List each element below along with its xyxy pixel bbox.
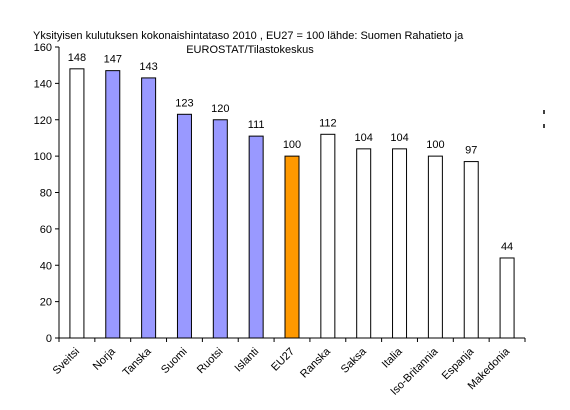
y-tick-label: 80 <box>40 188 52 200</box>
category-label: Saksa <box>339 345 370 376</box>
category-label: Sveitsi <box>51 346 82 377</box>
category-label: Ruotsi <box>195 346 226 377</box>
bar <box>463 161 479 339</box>
bar <box>284 155 300 339</box>
y-tick-label: 160 <box>34 42 52 54</box>
y-tick-label: 100 <box>34 151 52 163</box>
x-axis: Sveitsi Norja Tanska Suomi Ruotsi Islanti EU27… <box>51 337 526 398</box>
bar <box>499 257 515 339</box>
data-label: 123 <box>175 97 193 109</box>
y-tick-label: 0 <box>46 333 52 345</box>
data-label: 100 <box>426 139 444 151</box>
data-label: 143 <box>139 61 157 73</box>
bars <box>69 68 515 339</box>
bar <box>427 155 443 339</box>
data-label: 104 <box>355 132 373 144</box>
data-label: 120 <box>211 103 229 115</box>
chart-title-line-2: EUROSTAT/Tilastokeskus <box>186 44 314 56</box>
bar <box>69 68 85 339</box>
bar <box>176 113 192 339</box>
data-labels: 148 147 143 123 120 111 100 112 104 104 100 97 44 <box>68 52 513 253</box>
category-label: Tanska <box>121 345 155 379</box>
y-tick-label: 40 <box>40 260 52 272</box>
data-label: 97 <box>465 145 477 157</box>
bar <box>141 77 157 339</box>
data-label: 100 <box>283 139 301 151</box>
category-label: Italia <box>380 345 406 371</box>
bar <box>320 133 336 339</box>
bar <box>248 135 264 339</box>
y-tick-label: 140 <box>34 78 52 90</box>
data-label: 148 <box>68 52 86 64</box>
data-label: 147 <box>104 54 122 66</box>
bar <box>356 148 372 339</box>
category-label: EU27 <box>269 346 297 374</box>
category-label: Suomi <box>159 346 190 377</box>
data-label: 112 <box>319 117 337 129</box>
data-label: 44 <box>501 241 513 253</box>
chart-title-line-1: Yksityisen kulutuksen kokonaishintataso … <box>33 30 464 42</box>
data-label: 111 <box>248 119 265 131</box>
bar <box>105 70 121 339</box>
category-label: Norja <box>91 345 119 373</box>
category-label: Islanti <box>232 346 261 375</box>
data-label: 104 <box>390 132 408 144</box>
bar <box>212 119 228 339</box>
bar <box>392 148 408 339</box>
y-tick-label: 20 <box>40 297 52 309</box>
y-tick-label: 60 <box>40 224 52 236</box>
y-tick-label: 120 <box>34 115 52 127</box>
category-label: Ranska <box>298 345 333 380</box>
y-axis: 0 20 40 60 80 100 120 140 160 <box>34 42 60 345</box>
